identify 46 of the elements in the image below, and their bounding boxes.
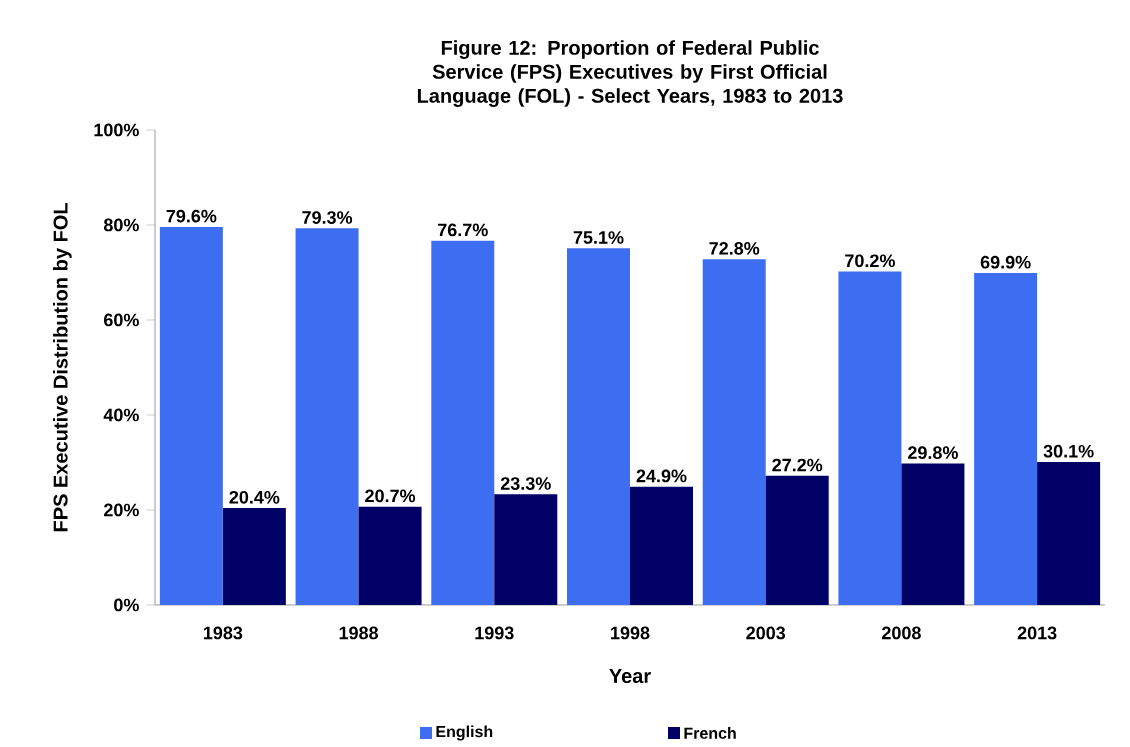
data-label: 75.1% xyxy=(573,231,624,244)
legend-label: English xyxy=(436,725,493,741)
bar xyxy=(629,486,693,605)
data-label: 24.9% xyxy=(636,469,687,483)
bar xyxy=(838,271,902,605)
data-label: 30.1% xyxy=(1043,444,1094,458)
bar xyxy=(901,463,965,605)
bar xyxy=(1037,462,1101,605)
x-tick-label: 2008 xyxy=(882,626,921,640)
bar xyxy=(358,506,422,605)
y-tick-label: 40% xyxy=(103,408,139,422)
bar xyxy=(431,240,495,605)
chart-title: Figure 12: Proportion of Federal Public Service (FPS) Executives by First Official Language (FOL) - Select Years, 1983 to 2013 xyxy=(417,40,843,107)
y-tick-label: 60% xyxy=(104,313,139,327)
data-label: 70.2% xyxy=(845,254,895,268)
bar xyxy=(765,475,829,605)
y-tick-label: 20% xyxy=(104,503,139,517)
x-tick-label: 1993 xyxy=(475,626,514,640)
data-label: 20.7% xyxy=(365,489,416,503)
y-axis-title: FPS Executive Distribution by FOL xyxy=(52,203,72,532)
bar xyxy=(494,494,558,605)
data-label: 69.9% xyxy=(980,255,1031,269)
data-label: 23.3% xyxy=(500,477,551,490)
x-tick-label: 1988 xyxy=(339,626,379,640)
bar xyxy=(974,272,1038,605)
bar xyxy=(566,248,630,605)
legend-label: French xyxy=(684,727,736,739)
x-axis-title: Year xyxy=(609,669,651,684)
x-tick-label: 1998 xyxy=(611,626,650,640)
bar xyxy=(222,508,286,605)
bar xyxy=(295,228,359,605)
y-tick-label: 100% xyxy=(94,123,139,137)
bar xyxy=(702,259,766,605)
data-label: 76.7% xyxy=(438,223,488,237)
data-label: 72.8% xyxy=(709,242,760,255)
data-label: 79.6% xyxy=(166,209,217,223)
bar xyxy=(159,226,223,605)
data-label: 27.2% xyxy=(772,458,823,472)
data-label: 29.8% xyxy=(908,446,958,460)
x-tick-label: 1983 xyxy=(203,626,243,640)
data-label: 79.3% xyxy=(302,211,353,224)
x-tick-label: 2003 xyxy=(746,626,786,640)
y-tick-label: 80% xyxy=(103,218,139,232)
x-tick-label: 2013 xyxy=(1017,626,1057,640)
data-label: 20.4% xyxy=(229,490,280,504)
y-tick-label: 0% xyxy=(114,598,139,612)
